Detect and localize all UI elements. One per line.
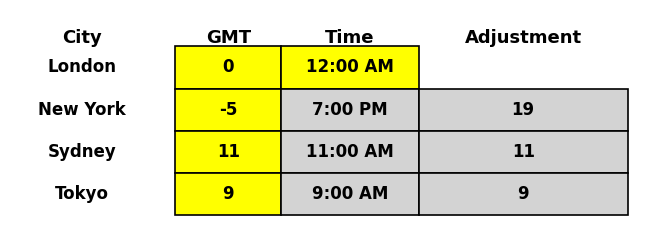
Text: GMT: GMT (206, 29, 250, 47)
Text: 11: 11 (216, 143, 240, 161)
FancyBboxPatch shape (175, 173, 281, 215)
Text: 7:00 PM: 7:00 PM (312, 101, 388, 119)
Text: 11:00 AM: 11:00 AM (306, 143, 394, 161)
FancyBboxPatch shape (281, 173, 419, 215)
Text: 9: 9 (517, 185, 529, 203)
FancyBboxPatch shape (419, 89, 628, 131)
FancyBboxPatch shape (175, 89, 281, 131)
Text: -5: -5 (219, 101, 237, 119)
Text: 9:00 AM: 9:00 AM (312, 185, 388, 203)
Text: Tokyo: Tokyo (55, 185, 109, 203)
FancyBboxPatch shape (281, 89, 419, 131)
FancyBboxPatch shape (175, 46, 281, 89)
Text: 12:00 AM: 12:00 AM (306, 58, 394, 77)
FancyBboxPatch shape (175, 131, 281, 173)
FancyBboxPatch shape (281, 131, 419, 173)
Text: City: City (62, 29, 101, 47)
Text: London: London (47, 58, 116, 77)
Text: Adjustment: Adjustment (464, 29, 582, 47)
Text: Sydney: Sydney (47, 143, 116, 161)
Text: 0: 0 (222, 58, 234, 77)
Text: Time: Time (325, 29, 375, 47)
Text: 19: 19 (511, 101, 535, 119)
Text: New York: New York (38, 101, 126, 119)
FancyBboxPatch shape (419, 173, 628, 215)
FancyBboxPatch shape (419, 131, 628, 173)
Text: 9: 9 (222, 185, 234, 203)
Text: 11: 11 (511, 143, 535, 161)
FancyBboxPatch shape (281, 46, 419, 89)
